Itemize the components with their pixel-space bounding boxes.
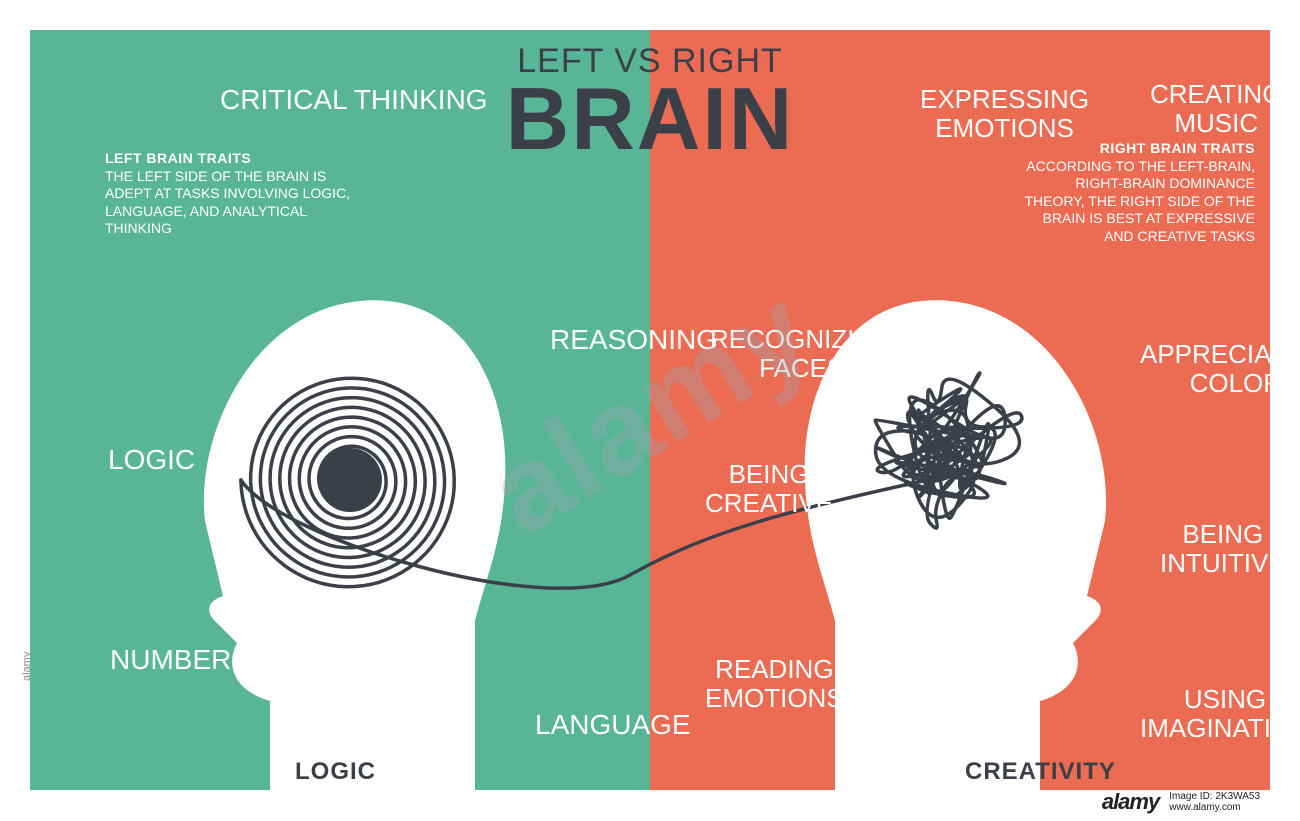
trait-label: CREATING MUSIC bbox=[1150, 80, 1282, 137]
trait-label: RECOGNIZING FACES bbox=[710, 325, 893, 382]
right-desc-body: ACCORDING TO THE LEFT-BRAIN, RIGHT-BRAIN… bbox=[1020, 158, 1255, 246]
trait-label: LANGUAGE bbox=[535, 710, 691, 741]
trait-label: REASONING bbox=[550, 325, 718, 356]
trait-label: BEING CREATIVE bbox=[705, 460, 833, 517]
trait-label: NUMBERS bbox=[110, 645, 250, 676]
watermark-credit: Image ID: 2K3WA53 www.alamy.com bbox=[1169, 791, 1260, 813]
trait-label: CRITICAL THINKING bbox=[220, 85, 488, 116]
infographic-stage: LEFT VS RIGHT BRAIN LOGIC CREATIVITY LEF… bbox=[0, 0, 1300, 821]
title-big: BRAIN bbox=[506, 77, 795, 161]
right-description: RIGHT BRAIN TRAITS ACCORDING TO THE LEFT… bbox=[1020, 140, 1255, 245]
watermark-corner: alamy Image ID: 2K3WA53 www.alamy.com bbox=[1102, 789, 1260, 815]
left-desc-title: LEFT BRAIN TRAITS bbox=[105, 150, 355, 168]
trait-label: USING IMAGINATION bbox=[1140, 685, 1300, 742]
left-description: LEFT BRAIN TRAITS THE LEFT SIDE OF THE B… bbox=[105, 150, 355, 238]
trait-label: BEING INTUITIVE bbox=[1160, 520, 1286, 577]
right-caption: CREATIVITY bbox=[965, 758, 1116, 786]
right-desc-title: RIGHT BRAIN TRAITS bbox=[1020, 140, 1255, 158]
left-desc-body: THE LEFT SIDE OF THE BRAIN IS ADEPT AT T… bbox=[105, 168, 355, 238]
trait-label: APPRECIATING COLOR bbox=[1140, 340, 1300, 397]
title-block: LEFT VS RIGHT BRAIN bbox=[506, 45, 795, 161]
watermark-logo: alamy bbox=[1102, 789, 1159, 815]
trait-label: EXPRESSING EMOTIONS bbox=[920, 85, 1089, 142]
left-head-silhouette bbox=[175, 271, 515, 791]
watermark-side: alamy bbox=[21, 652, 33, 681]
trait-label: READING EMOTIONS bbox=[705, 655, 844, 712]
trait-label: LOGIC bbox=[108, 445, 195, 476]
left-caption: LOGIC bbox=[295, 758, 376, 786]
